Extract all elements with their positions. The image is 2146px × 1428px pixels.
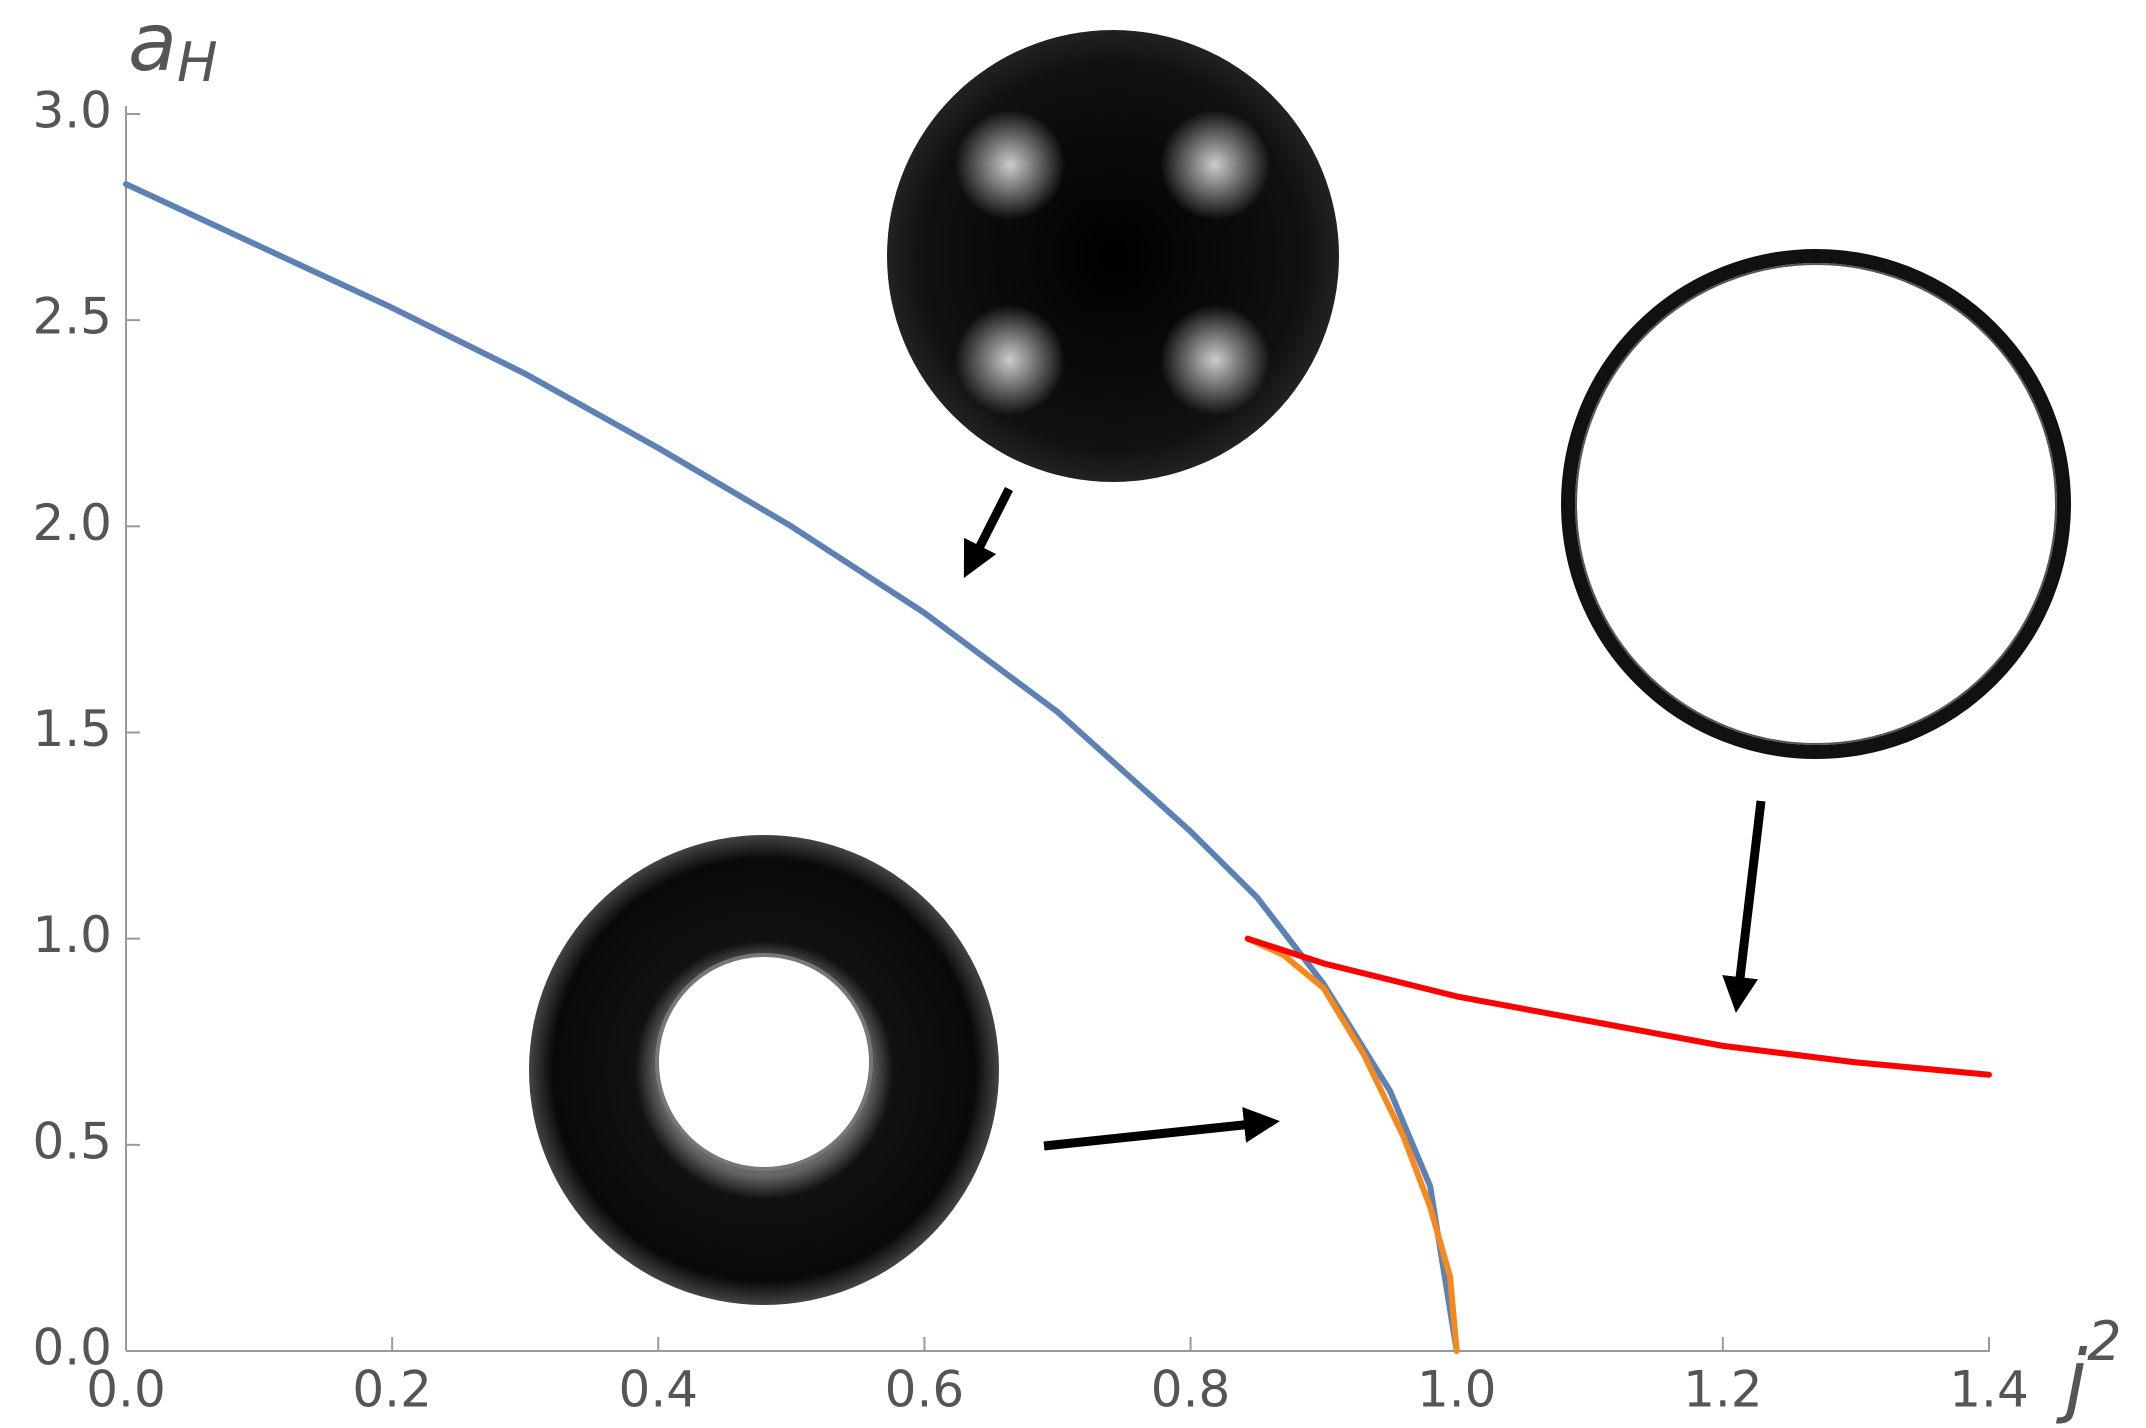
x-tick-label: 1.0 [1417,1361,1497,1419]
y-tick-label: 1.5 [32,700,112,758]
y-tick-label: 3.0 [32,82,112,140]
x-label-base: j [2055,1333,2088,1426]
x-tick-label: 0.4 [619,1361,699,1419]
x-tick-label: 0.0 [86,1361,166,1419]
x-tick-label: 1.4 [1949,1361,2029,1419]
y-tick-label: 1.0 [32,906,112,964]
x-tick-label: 0.6 [885,1361,965,1419]
x-axis-label: j2 [2055,1310,2122,1426]
ring-image [1568,256,2064,752]
y-axis-label: aH [128,0,218,94]
arrow [1738,801,1761,995]
y-tick-label: 0.5 [32,1112,112,1170]
torus-image [529,835,999,1305]
x-tick-label: 1.2 [1683,1361,1763,1419]
chart: aH j2 0.00.51.01.52.02.53.00.00.20.40.60… [0,0,2146,1428]
x-tick-label: 0.2 [352,1361,432,1419]
x-label-sup: 2 [2087,1310,2121,1373]
y-tick-label: 2.0 [32,494,112,552]
y-label-sub: H [177,31,218,94]
arrow [1044,1123,1262,1146]
series-line [1248,939,1457,1351]
page: {"chart_data": {"type": "line", "y_label… [0,0,2146,1428]
y-label-base: a [128,0,177,89]
series-line [1248,939,1989,1075]
y-tick-label: 2.5 [32,288,112,346]
x-tick-label: 0.8 [1151,1361,1231,1419]
arrow [972,489,1009,562]
sphere-image [887,30,1339,482]
